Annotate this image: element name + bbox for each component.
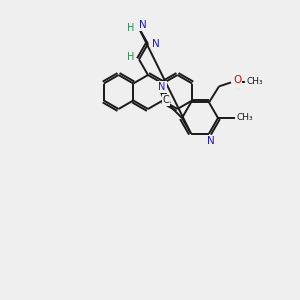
Text: N: N [139, 20, 147, 30]
Text: H: H [127, 23, 135, 33]
Text: N: N [152, 39, 160, 49]
Text: CH₃: CH₃ [237, 113, 253, 122]
Text: C: C [163, 95, 170, 105]
Text: O: O [233, 75, 241, 85]
Text: H: H [127, 52, 135, 62]
Text: N: N [158, 82, 166, 92]
Text: CH₃: CH₃ [247, 77, 263, 86]
Text: N: N [207, 136, 215, 146]
